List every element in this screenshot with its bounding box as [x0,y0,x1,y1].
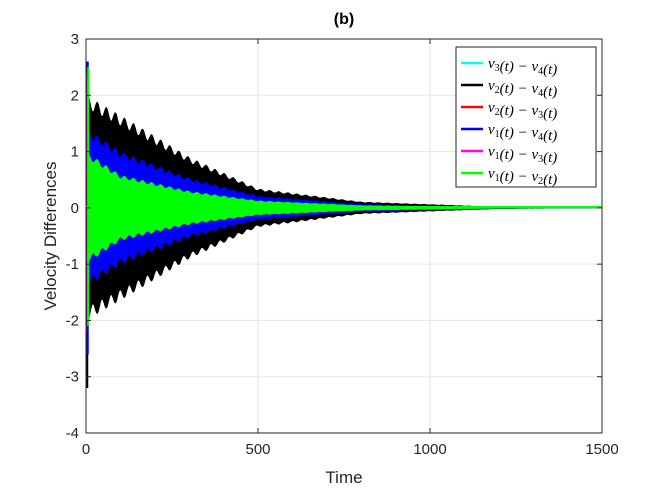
chart-title: (b) [334,11,354,28]
y-tick-label: -3 [66,369,79,386]
y-ticks: 3 2 1 0 -1 -2 -3 -4 [66,31,602,442]
y-tick-label: 2 [71,87,79,104]
x-tick-label: 0 [82,441,90,458]
x-axis-label: Time [325,468,362,487]
y-axis-label: Velocity Differences [41,162,60,311]
legend-box [455,46,597,188]
legend-label: v1(t) − v3(t) [488,144,557,166]
legend-label: v2(t) − v4(t) [488,78,557,100]
legend-label: v1(t) − v2(t) [488,166,557,188]
x-tick-label: 500 [245,441,270,458]
y-tick-label: 3 [71,31,79,48]
legend: v3(t) − v4(t)v2(t) − v4(t)v2(t) − v3(t)v… [455,46,597,188]
y-tick-label: -4 [66,425,79,442]
y-tick-label: -2 [66,312,79,329]
x-ticks: 0 500 1000 1500 [82,39,619,458]
y-tick-label: -1 [66,256,79,273]
axes-box [85,38,603,434]
y-tick-label: 0 [71,200,79,217]
initial-spikes [86,61,90,388]
legend-label: v2(t) − v3(t) [488,100,557,122]
x-tick-label: 1500 [585,441,618,458]
y-tick-label: 1 [71,144,79,161]
legend-label: v3(t) − v4(t) [488,56,557,78]
legend-label: v1(t) − v4(t) [488,122,557,144]
x-tick-label: 1000 [413,441,446,458]
